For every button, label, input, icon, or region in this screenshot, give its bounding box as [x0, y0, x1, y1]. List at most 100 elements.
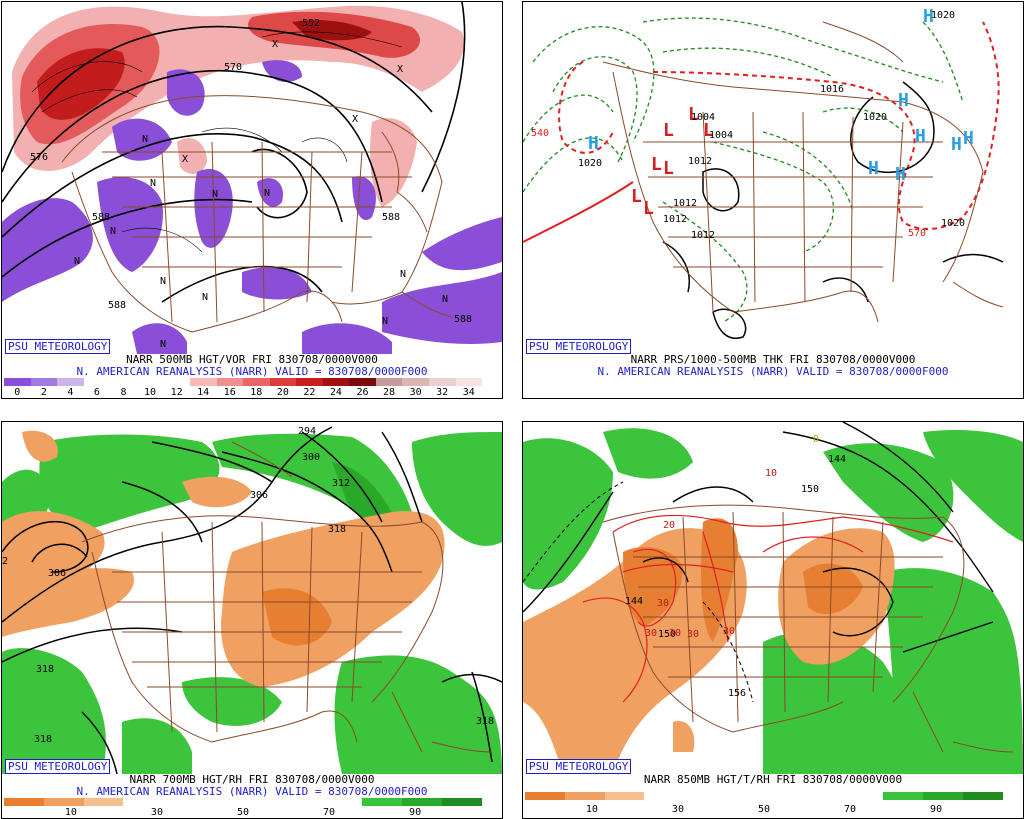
- svg-text:N: N: [442, 294, 448, 305]
- colorbar-labels: 10 30 50 70 90: [525, 804, 1003, 816]
- contour-label: 294: [298, 426, 316, 437]
- colorbar-swatch: [604, 792, 645, 800]
- colorbar-label: 50: [757, 804, 771, 815]
- dry-area: [673, 721, 695, 752]
- colorbar-label: 30: [671, 804, 684, 815]
- colorbar-swatch: [442, 798, 482, 806]
- svg-text:N: N: [74, 256, 80, 267]
- contour-label: 2: [2, 556, 8, 567]
- svg-text:X: X: [352, 114, 358, 125]
- vorticity-area: [422, 217, 502, 271]
- panel-subtitle: N. AMERICAN REANALYSIS (NARR) VALID = 83…: [597, 365, 949, 378]
- colorbar: [4, 378, 483, 386]
- colorbar-swatch: [644, 792, 685, 800]
- colorbar-swatch: [455, 378, 483, 386]
- contour-label: 318: [476, 716, 494, 727]
- contour-label: 588: [92, 212, 110, 223]
- contour-label: 318: [328, 524, 346, 535]
- map-500mb-vorticity: N N N N N N N N N N N N X X X X 552 570 576 588 588…: [2, 2, 502, 354]
- vorticity-area: [382, 272, 502, 344]
- moist-area: [412, 432, 502, 546]
- colorbar: [525, 792, 1003, 800]
- panel-subtitle: N. AMERICAN REANALYSIS (NARR) VALID = 83…: [76, 365, 428, 378]
- colorbar-label: 12: [170, 387, 183, 398]
- vorticity-area: [132, 323, 187, 354]
- svg-text:X: X: [272, 39, 278, 50]
- contour-label: 144: [625, 596, 643, 607]
- contour-labels: 552 570 576 588 588 588 588: [30, 18, 472, 325]
- moist-area: [763, 631, 907, 774]
- colorbar-swatch: [564, 792, 605, 800]
- height-contours: [2, 426, 502, 774]
- temperature-label: 30: [645, 628, 657, 639]
- colorbar-label: 10: [64, 807, 77, 818]
- colorbar-label: 14: [197, 387, 210, 398]
- low-symbol: L: [663, 120, 674, 141]
- svg-text:N: N: [264, 188, 270, 199]
- temperature-contours: [582, 514, 954, 703]
- vorticity-area: [177, 138, 207, 174]
- vorticity-area: [257, 178, 283, 207]
- contour-label: 150: [801, 484, 819, 495]
- vorticity-area: [242, 267, 312, 300]
- svg-text:N: N: [212, 189, 218, 200]
- colorbar-label: 34: [462, 387, 475, 398]
- vorticity-area: [167, 69, 205, 116]
- contour-label: 570: [224, 62, 242, 73]
- dry-area: [221, 511, 445, 687]
- contour-labels: 294 300 306 312 318 306 318 318 318 2: [2, 426, 494, 745]
- dashed-contours: [523, 481, 754, 703]
- colorbar-swatch: [4, 798, 44, 806]
- colorbar-swatch: [375, 378, 403, 386]
- moist-area: [122, 718, 192, 774]
- colorbar-swatch: [57, 378, 84, 386]
- contour-label: 1012: [691, 230, 715, 241]
- brand-label: PSU METEOROLOGY: [526, 339, 632, 354]
- svg-text:N: N: [142, 134, 148, 145]
- colorbar-swatch: [724, 792, 764, 800]
- colorbar-label: 30: [150, 807, 163, 818]
- colorbar-swatch: [843, 792, 884, 800]
- colorbar-label: 18: [250, 387, 263, 398]
- colorbar-swatch: [402, 798, 443, 806]
- colorbar-swatch: [349, 378, 376, 386]
- colorbar-label: 16: [223, 387, 236, 398]
- colorbar-label: 70: [323, 807, 336, 818]
- colorbar-label: 24: [329, 387, 342, 398]
- low-symbol: L: [631, 186, 642, 207]
- high-symbol: H: [898, 90, 909, 111]
- colorbar-swatch: [242, 798, 283, 806]
- dry-area: [262, 588, 332, 646]
- contour-label: 1020: [863, 112, 887, 123]
- dry-area: [701, 518, 738, 642]
- contour-label: 588: [454, 314, 472, 325]
- colorbar-swatch: [429, 378, 456, 386]
- vorticity-area: [262, 60, 302, 82]
- contour-label: 306: [250, 490, 268, 501]
- moist-area: [182, 677, 282, 726]
- panel-subtitle: N. AMERICAN REANALYSIS (NARR) VALID = 83…: [76, 785, 428, 798]
- colorbar-swatch: [763, 792, 804, 800]
- temperature-label: 0: [813, 434, 819, 445]
- political-boundaries: [602, 504, 1014, 753]
- high-symbol: H: [923, 6, 934, 27]
- colorbar-label: 2: [40, 387, 47, 398]
- colorbar-swatch: [296, 378, 323, 386]
- height-contours: [2, 2, 466, 303]
- colorbar-label: 4: [67, 387, 74, 398]
- colorbar: [4, 798, 482, 806]
- colorbar-swatch: [83, 798, 124, 806]
- high-symbol: H: [963, 128, 974, 149]
- political-boundaries: [602, 21, 1004, 323]
- map-pressure-thickness: H H H H H H H H L L L L L L L 540 1020 1…: [523, 6, 1004, 339]
- svg-text:N: N: [382, 316, 388, 327]
- moist-area: [334, 655, 502, 774]
- colorbar-swatch: [4, 378, 31, 386]
- dry-area: [523, 528, 747, 774]
- contour-label: 1012: [673, 198, 697, 209]
- contour-label: 570: [908, 228, 926, 239]
- contour-label: 318: [34, 734, 52, 745]
- contour-label: 1020: [941, 218, 965, 229]
- brand-label: PSU METEOROLOGY: [526, 759, 632, 774]
- dry-area: [803, 563, 863, 615]
